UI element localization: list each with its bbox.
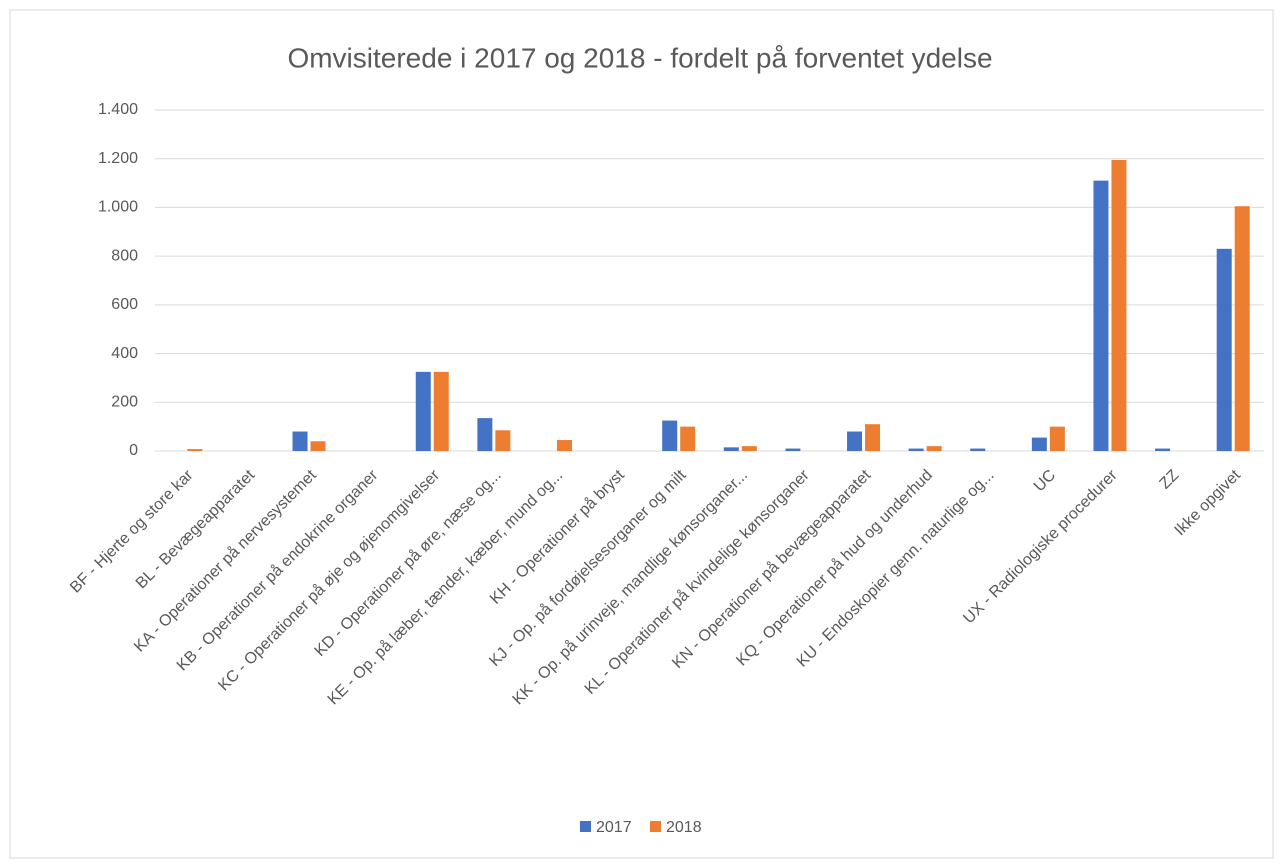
bar [477,418,493,451]
bar [662,420,678,451]
legend-swatch [580,821,591,832]
bar [292,431,308,451]
bar [1234,206,1250,451]
y-tick-label: 800 [111,247,138,264]
bar [970,448,986,451]
bar [723,447,739,451]
legend-label: 2018 [666,819,702,836]
bar [433,371,449,451]
bar [1155,448,1171,451]
y-tick-label: 600 [111,296,138,313]
bar [847,431,863,451]
legend-label: 2017 [596,819,632,836]
legend-swatch [650,821,661,832]
bar [415,371,431,451]
bar [1111,159,1127,452]
bar [926,446,942,451]
bar [1216,248,1232,451]
bar [908,448,924,451]
y-tick-label: 400 [111,345,138,362]
bar [495,430,511,451]
y-tick-label: 200 [111,394,138,411]
bar [187,449,203,451]
bar [680,426,696,451]
y-tick-label: 0 [129,442,138,459]
y-tick-label: 1.000 [98,199,138,216]
bar [310,441,326,451]
chart-border [9,9,1274,859]
bar [1049,426,1065,451]
bar [1031,437,1047,451]
y-tick-label: 1.200 [98,150,138,167]
bar [741,446,757,451]
bar [785,448,801,451]
bar [556,440,572,451]
chart-title: Omvisiterede i 2017 og 2018 - fordelt på… [287,42,992,73]
bar [1093,180,1109,451]
y-tick-label: 1.400 [98,101,138,118]
bar [865,424,881,451]
